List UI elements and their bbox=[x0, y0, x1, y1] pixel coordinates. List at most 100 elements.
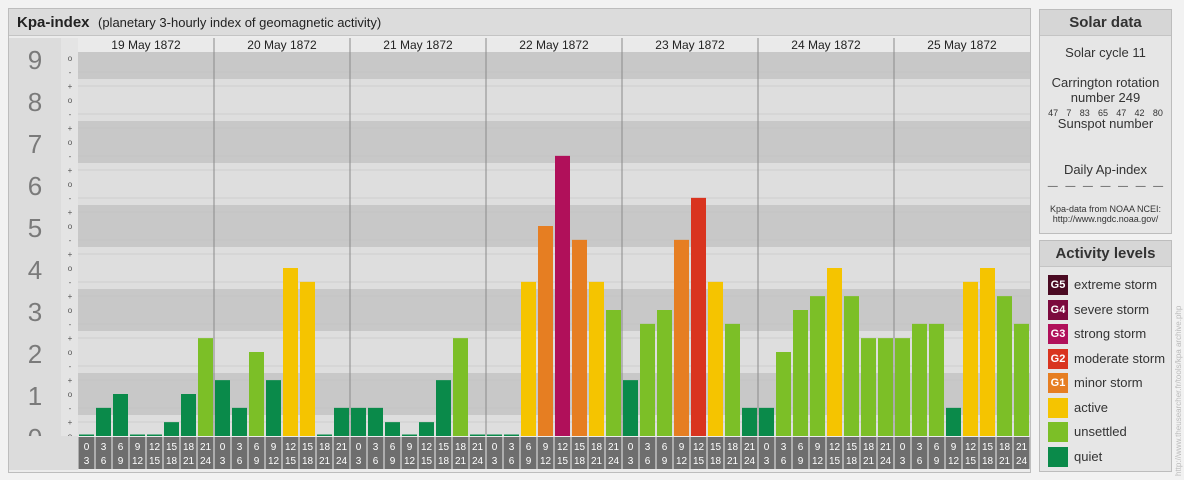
interval-cell bbox=[146, 437, 163, 469]
interval-start-label: 3 bbox=[645, 442, 651, 453]
sunspot-numbers: 47 7 83 65 47 42 80 bbox=[1044, 108, 1167, 118]
interval-cell bbox=[180, 437, 197, 469]
kp-bar bbox=[113, 394, 128, 436]
ap-value: — bbox=[1047, 181, 1058, 192]
kp-bar bbox=[487, 434, 502, 436]
interval-cell bbox=[996, 437, 1013, 469]
chart-subtitle: (planetary 3-hourly index of geomagnetic… bbox=[98, 15, 382, 30]
activity-level-label: strong storm bbox=[1074, 326, 1147, 341]
day-label: 23 May 1872 bbox=[655, 38, 725, 52]
interval-cell bbox=[639, 437, 656, 469]
interval-start-label: 12 bbox=[829, 442, 841, 453]
activity-level-label: extreme storm bbox=[1074, 277, 1158, 292]
interval-start-label: 12 bbox=[421, 442, 433, 453]
interval-start-label: 6 bbox=[934, 442, 940, 453]
interval-cell bbox=[588, 437, 605, 469]
chart-title-bar: Kpa-index (planetary 3-hourly index of g… bbox=[9, 9, 1030, 36]
interval-cell bbox=[945, 437, 962, 469]
ap-value: — bbox=[1082, 181, 1093, 192]
activity-levels-heading: Activity levels bbox=[1040, 241, 1171, 267]
interval-end-label: 21 bbox=[591, 456, 603, 467]
activity-level-label: quiet bbox=[1074, 448, 1103, 464]
interval-start-label: 3 bbox=[237, 442, 243, 453]
interval-start-label: 21 bbox=[336, 442, 348, 453]
interval-end-label: 24 bbox=[880, 456, 892, 467]
kp-bar bbox=[402, 434, 417, 436]
interval-start-label: 15 bbox=[302, 442, 314, 453]
minor-tick-label: - bbox=[69, 278, 72, 287]
interval-end-label: 15 bbox=[421, 456, 433, 467]
kp-bar bbox=[657, 310, 672, 436]
interval-cell bbox=[877, 437, 894, 469]
minor-tick-label: - bbox=[69, 110, 72, 119]
minor-tick-label: + bbox=[68, 124, 73, 133]
source-line2: http://www.ngdc.noaa.gov/ bbox=[1052, 214, 1159, 224]
kp-bar bbox=[521, 281, 536, 436]
interval-start-label: 15 bbox=[846, 442, 858, 453]
solar-data-heading: Solar data bbox=[1040, 10, 1171, 36]
interval-end-label: 15 bbox=[557, 456, 569, 467]
interval-end-label: 3 bbox=[220, 456, 226, 467]
interval-end-label: 9 bbox=[662, 456, 668, 467]
interval-start-label: 9 bbox=[271, 442, 277, 453]
interval-cell bbox=[265, 437, 282, 469]
activity-level-label: severe storm bbox=[1074, 301, 1150, 317]
kp-bar bbox=[963, 281, 978, 436]
interval-cell bbox=[129, 437, 146, 469]
interval-start-label: 0 bbox=[764, 442, 770, 453]
interval-start-label: 18 bbox=[863, 442, 875, 453]
activity-level-label: moderate storm bbox=[1074, 350, 1166, 366]
interval-end-label: 21 bbox=[863, 456, 875, 467]
minor-tick-label: o bbox=[68, 390, 73, 399]
interval-end-label: 12 bbox=[676, 456, 688, 467]
interval-cell bbox=[367, 437, 384, 469]
kp-bar bbox=[79, 434, 94, 436]
interval-cell bbox=[333, 437, 350, 469]
interval-cell bbox=[95, 437, 112, 469]
ap-value: — bbox=[1135, 181, 1146, 192]
interval-cell bbox=[911, 437, 928, 469]
sunspot-number: 42 bbox=[1134, 108, 1145, 118]
kp-bar bbox=[742, 407, 757, 436]
interval-start-label: 15 bbox=[710, 442, 722, 453]
activity-level-swatch bbox=[1048, 446, 1068, 467]
activity-level-row: G3 strong storm bbox=[1048, 324, 1180, 344]
minor-tick-label: + bbox=[68, 166, 73, 175]
activity-level-row: unsettled bbox=[1048, 422, 1180, 442]
minor-tick-label: + bbox=[68, 82, 73, 91]
interval-end-label: 21 bbox=[455, 456, 467, 467]
interval-end-label: 18 bbox=[710, 456, 722, 467]
interval-start-label: 18 bbox=[455, 442, 467, 453]
interval-cell bbox=[214, 437, 231, 469]
kp-bar bbox=[198, 338, 213, 436]
ap-value: — bbox=[1065, 181, 1076, 192]
minor-tick-label: - bbox=[69, 68, 72, 77]
interval-start-label: 6 bbox=[662, 442, 668, 453]
kp-bar bbox=[844, 296, 859, 436]
interval-cell bbox=[554, 437, 571, 469]
interval-cell bbox=[197, 437, 214, 469]
kp-bar bbox=[708, 281, 723, 436]
minor-tick-label: + bbox=[68, 208, 73, 217]
kp-bar bbox=[861, 338, 876, 436]
interval-end-label: 18 bbox=[846, 456, 858, 467]
minor-tick-label: - bbox=[69, 362, 72, 371]
interval-end-label: 9 bbox=[798, 456, 804, 467]
day-label: 24 May 1872 bbox=[791, 38, 861, 52]
level-band bbox=[78, 289, 1030, 331]
interval-start-label: 12 bbox=[149, 442, 161, 453]
activity-level-row: G2 moderate storm bbox=[1048, 348, 1180, 369]
interval-end-label: 15 bbox=[965, 456, 977, 467]
interval-end-label: 21 bbox=[999, 456, 1011, 467]
interval-end-label: 18 bbox=[982, 456, 994, 467]
interval-start-label: 0 bbox=[900, 442, 906, 453]
day-label: 19 May 1872 bbox=[111, 38, 181, 52]
interval-end-label: 3 bbox=[628, 456, 634, 467]
minor-tick-label: + bbox=[68, 292, 73, 301]
y-tick-label: 7 bbox=[28, 129, 42, 159]
interval-end-label: 3 bbox=[900, 456, 906, 467]
interval-start-label: 12 bbox=[693, 442, 705, 453]
y-tick-label: 1 bbox=[28, 381, 42, 411]
sunspot-number: 7 bbox=[1066, 108, 1072, 118]
y-tick-label: 8 bbox=[28, 87, 42, 117]
